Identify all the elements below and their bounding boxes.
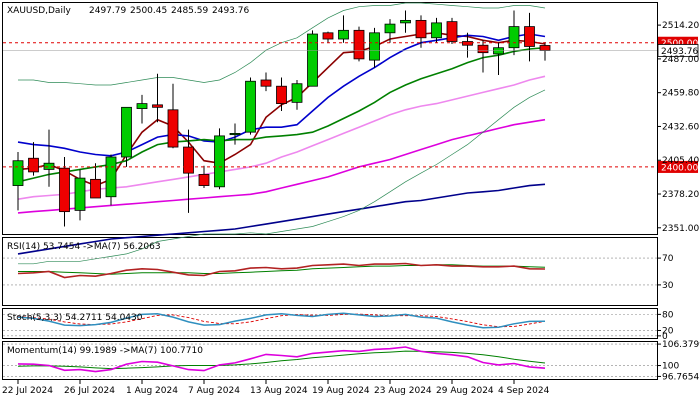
date-tick-label: 4 Sep 2024 bbox=[498, 386, 550, 396]
candle-body bbox=[524, 26, 535, 47]
candle-body bbox=[338, 29, 349, 40]
candle-body bbox=[477, 44, 489, 54]
candle-body bbox=[446, 21, 458, 42]
date-tick-label: 13 Aug 2024 bbox=[250, 386, 308, 396]
candle-body bbox=[152, 104, 163, 108]
candle-body bbox=[322, 32, 334, 40]
candle-body bbox=[353, 29, 365, 60]
candle-body bbox=[276, 85, 287, 104]
rsi-panel bbox=[2, 237, 658, 306]
price-tick-label: 2378.20 bbox=[662, 190, 699, 200]
ohlc-high: 2500.45 bbox=[130, 6, 167, 16]
candle-body bbox=[369, 32, 380, 61]
candle-body bbox=[307, 33, 318, 87]
rsi-rsi-line bbox=[17, 262, 546, 279]
last-price-label: 2493.76 bbox=[661, 47, 698, 57]
candle-body bbox=[28, 157, 39, 173]
date-tick-label: 29 Aug 2024 bbox=[436, 386, 494, 396]
candle-body bbox=[245, 80, 256, 133]
candle-body bbox=[167, 109, 179, 148]
candle-body bbox=[431, 22, 442, 39]
momentum-tick-label: 100 bbox=[662, 362, 679, 372]
rsi-tick-label: 30 bbox=[662, 281, 674, 291]
stoch-label: Stoch(5,3,3) 54.2711 54.0430 bbox=[7, 313, 143, 323]
candle-body bbox=[229, 133, 241, 136]
candle-body bbox=[508, 26, 520, 49]
stoch-tick-label: 80 bbox=[662, 310, 674, 320]
candle-body bbox=[198, 173, 210, 186]
symbol-label: XAUUSD,Daily bbox=[7, 6, 71, 16]
stoch-d-line bbox=[17, 313, 546, 328]
stoch-tick-label: 0 bbox=[662, 332, 668, 342]
date-tick-label: 7 Aug 2024 bbox=[188, 386, 240, 396]
ohlc-open: 2497.79 bbox=[89, 6, 126, 16]
date-tick-label: 22 Jul 2024 bbox=[2, 386, 53, 396]
momentum-tick-label: 96.7654 bbox=[662, 372, 699, 382]
stoch-tick-label: 20 bbox=[662, 326, 674, 336]
candle-body bbox=[462, 41, 473, 46]
price-tick-label: 2432.60 bbox=[662, 122, 699, 132]
price-tick-label: 2459.80 bbox=[662, 89, 699, 99]
candle-body bbox=[400, 19, 411, 24]
candle-body bbox=[59, 167, 70, 213]
momentum-label: Momentum(14) 99.1989 ->MA(7) 100.7710 bbox=[7, 346, 203, 356]
price-tick-label: 2351.00 bbox=[662, 224, 699, 234]
ohlc-low: 2485.59 bbox=[171, 6, 208, 16]
candle-body bbox=[183, 146, 194, 174]
momentum-tick-label: 106.3799 bbox=[662, 340, 700, 350]
candle-body bbox=[214, 135, 225, 188]
price-tick-label: 2514.20 bbox=[662, 21, 699, 31]
candle-body bbox=[90, 178, 101, 199]
price-tick-label: 2405.40 bbox=[662, 156, 699, 166]
ohlc-close: 2493.76 bbox=[212, 6, 249, 16]
candle-body bbox=[260, 79, 272, 87]
candle-body bbox=[384, 23, 396, 34]
overlay-line-5 bbox=[17, 183, 546, 255]
stoch-k-line bbox=[17, 312, 546, 329]
price-tick-label: 2487.00 bbox=[662, 55, 699, 65]
candle-body bbox=[74, 177, 86, 211]
momentum-mom-line bbox=[17, 346, 546, 373]
candle-body bbox=[12, 160, 24, 186]
candle-body bbox=[415, 19, 427, 39]
momentum-ma-line bbox=[17, 350, 546, 370]
date-tick-label: 23 Aug 2024 bbox=[374, 386, 432, 396]
last-price-tag bbox=[657, 44, 699, 57]
overlay-line-7 bbox=[18, 89, 546, 265]
date-tick-label: 19 Aug 2024 bbox=[312, 386, 370, 396]
stoch-panel bbox=[2, 308, 658, 339]
date-tick-label: 1 Aug 2024 bbox=[126, 386, 178, 396]
momentum-panel bbox=[2, 341, 658, 380]
candle-body bbox=[493, 47, 504, 55]
level-tag bbox=[658, 160, 698, 173]
overlay-line-4 bbox=[17, 118, 546, 214]
candle-body bbox=[121, 106, 132, 158]
candle-body bbox=[43, 162, 55, 170]
candle-body bbox=[291, 83, 303, 103]
date-tick-label: 26 Jul 2024 bbox=[64, 386, 115, 396]
candle-body bbox=[105, 156, 117, 198]
candle-body bbox=[136, 103, 148, 109]
rsi-label: RSI(14) 53.7454 ->MA(7) 56.2063 bbox=[7, 242, 161, 252]
level-label: 2400.00 bbox=[661, 163, 698, 173]
candle-body bbox=[539, 45, 551, 51]
rsi-tick-label: 70 bbox=[662, 254, 674, 264]
